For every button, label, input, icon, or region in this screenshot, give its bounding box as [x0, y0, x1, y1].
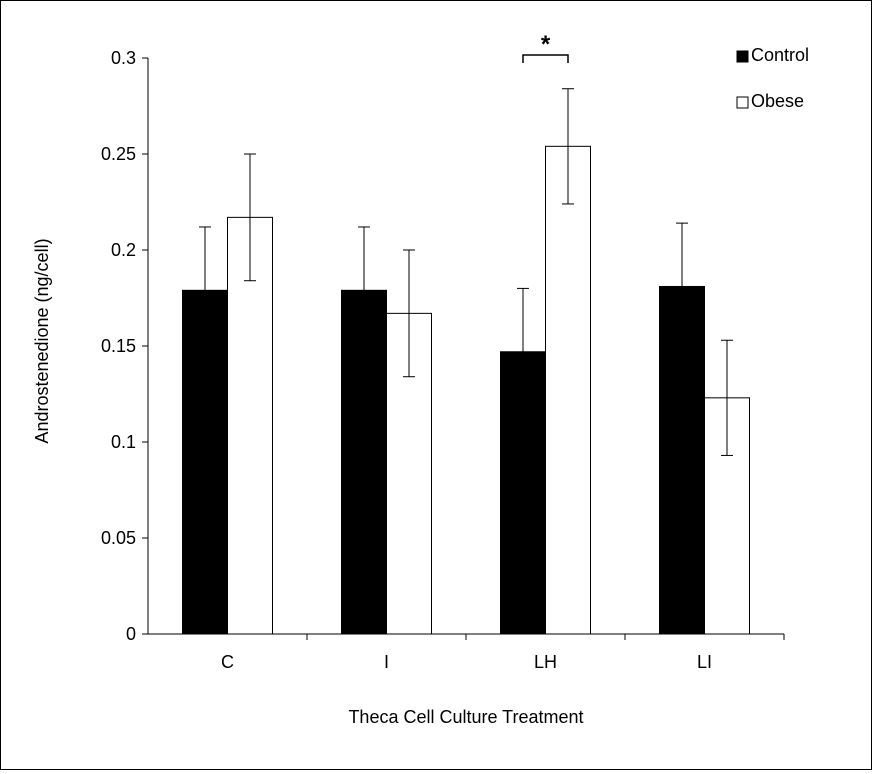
significance-bracket [522, 54, 569, 63]
annotations: * [522, 31, 569, 63]
x-tick-label: LH [534, 652, 557, 672]
bars [182, 145, 750, 635]
x-tick-label: LI [697, 652, 712, 672]
y-tick-label: 0.05 [101, 528, 136, 548]
legend-swatch-obese [736, 96, 749, 109]
legend-label-obese: Obese [751, 91, 804, 111]
y-tick-label: 0.25 [101, 144, 136, 164]
x-axis-ticks: C I LH LI [221, 634, 785, 672]
x-tick-label: C [221, 652, 234, 672]
y-tick-label: 0 [126, 624, 136, 644]
x-axis-label: Theca Cell Culture Treatment [348, 707, 583, 727]
y-tick-label: 0.1 [111, 432, 136, 452]
y-tick-label: 0.15 [101, 336, 136, 356]
bar-obese-c [227, 216, 273, 635]
significance-asterisk: * [541, 31, 551, 58]
legend-swatch-control [736, 50, 749, 63]
bar-obese-lh [545, 145, 591, 635]
x-tick-label: I [384, 652, 389, 672]
legend: Control Obese [736, 45, 809, 111]
y-tick-label: 0.2 [111, 240, 136, 260]
legend-label-control: Control [751, 45, 809, 65]
error-bars [199, 88, 733, 456]
bar-obese-li [704, 397, 750, 635]
y-tick-label: 0.3 [111, 48, 136, 68]
y-axis-ticks: 0 0.05 0.1 0.15 0.2 0.25 0.3 [101, 48, 148, 644]
y-axis-label: Androstenedione (ng/cell) [32, 238, 52, 443]
